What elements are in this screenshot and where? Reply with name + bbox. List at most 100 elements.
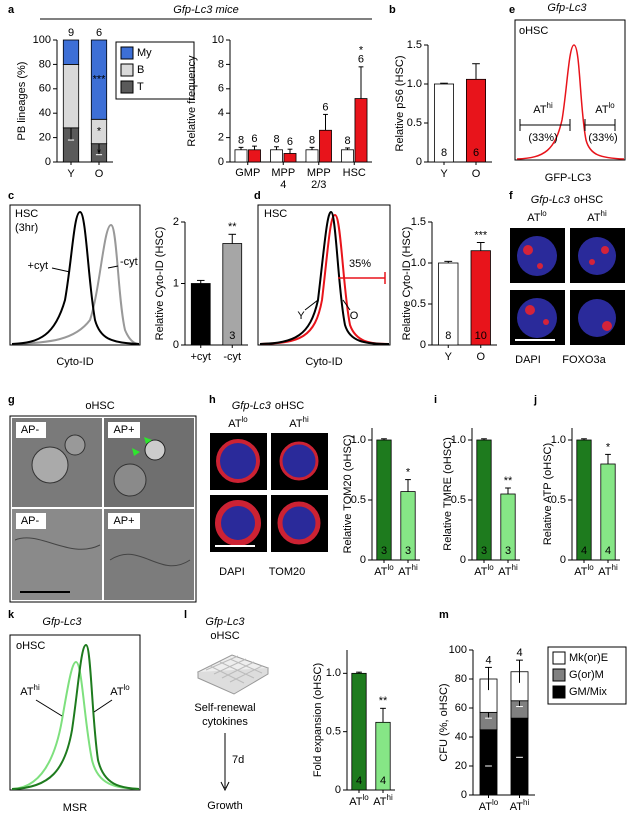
y-tick-label: 4 [218, 107, 224, 119]
x-tick-label: O [472, 168, 481, 180]
panel-letter: k [8, 609, 15, 621]
label: 7d [232, 754, 244, 766]
n-label: 6 [287, 136, 293, 148]
x-tick-label: ATlo [574, 563, 594, 578]
label: AP+ [113, 515, 134, 527]
label: AThi [587, 209, 607, 224]
significance: * [359, 45, 364, 57]
significance: * [606, 441, 611, 453]
legend-label: B [137, 64, 144, 76]
label-base: AT [587, 212, 601, 224]
bar-segment [62, 39, 80, 65]
x-tick-label: 2/3 [311, 179, 326, 191]
label: Gfp-Lc3 oHSC [232, 400, 305, 412]
label: ATlo [595, 101, 615, 116]
y-axis-label: Relative Cyto-ID (HSC) [154, 227, 166, 341]
culture-schematic [196, 654, 270, 792]
label-sup: lo [492, 798, 499, 807]
bar [319, 129, 332, 163]
label: Gfp-Lc3 mice [173, 4, 238, 16]
n-label: 8 [238, 134, 244, 146]
y-tick-label: 0.5 [407, 117, 422, 129]
label-base: AT [595, 104, 609, 116]
bar-segment [90, 39, 108, 120]
x-tick-label: GMP [235, 167, 260, 179]
y-tick-label: 0 [460, 554, 466, 566]
label: DAPI [515, 354, 541, 366]
legend-swatch [552, 651, 566, 665]
flow-plot [514, 19, 626, 161]
label-base: AT [527, 212, 541, 224]
x-tick-label: AThi [373, 793, 393, 808]
label-italic: Gfp-Lc3 [531, 194, 571, 206]
panel-letter: j [533, 394, 537, 406]
n-label: 3 [405, 545, 411, 557]
label-sup: lo [363, 793, 370, 802]
label: Gfp-Lc3 [205, 616, 245, 628]
n-label: 6 [473, 147, 479, 159]
label-sup: lo [541, 209, 548, 218]
significance: * [406, 467, 411, 479]
panel-letter: m [439, 609, 449, 621]
x-tick-label: -cyt [223, 351, 241, 363]
significance: *** [93, 74, 107, 86]
n-label: 4 [485, 654, 491, 666]
label: AP- [21, 424, 40, 436]
y-tick-label: 1.0 [451, 434, 466, 446]
label: ATlo [228, 415, 248, 430]
x-tick-label: ATlo [374, 563, 394, 578]
x-tick-label: AThi [510, 798, 530, 813]
label-italic: Gfp-Lc3 [232, 400, 272, 412]
label-base: AT [510, 801, 524, 813]
legend-swatch [120, 63, 134, 77]
y-tick-label: 0 [173, 339, 179, 351]
label: DAPI [219, 566, 245, 578]
y-axis-label: Relative ATP (oHSC) [542, 443, 554, 545]
label: AP- [21, 515, 40, 527]
x-tick-label: O [95, 168, 104, 180]
significance: * [97, 147, 102, 159]
y-tick-label: 0 [360, 554, 366, 566]
bar-segment [62, 64, 80, 129]
n-label: 9 [68, 27, 74, 39]
n-label: 8 [309, 134, 315, 146]
y-tick-label: 1.0 [326, 667, 341, 679]
label-base: AT [373, 796, 387, 808]
x-tick-label: Y [67, 168, 75, 180]
y-tick-label: 0.5 [551, 494, 566, 506]
panel-letter: f [509, 190, 513, 202]
label: AThi [20, 683, 40, 698]
label-sup: hi [34, 683, 40, 692]
y-tick-label: 0.5 [326, 726, 341, 738]
y-tick-label: 0 [45, 156, 51, 168]
y-tick-label: 1.0 [351, 434, 366, 446]
y-tick-label: 40 [39, 107, 51, 119]
panel-letter: c [8, 190, 14, 202]
label: cytokines [202, 716, 248, 728]
y-tick-label: 2 [173, 216, 179, 228]
y-tick-label: 60 [39, 83, 51, 95]
legend-swatch [552, 685, 566, 699]
x-tick-label: MPP [307, 167, 331, 179]
bar [376, 439, 392, 561]
y-tick-label: 2 [218, 132, 224, 144]
label: AThi [533, 101, 553, 116]
y-tick-label: 20 [455, 760, 467, 772]
y-tick-label: 0 [420, 339, 426, 351]
label-base: AT [474, 566, 488, 578]
label: 35% [349, 258, 371, 270]
y-tick-label: 40 [455, 731, 467, 743]
bar [305, 149, 319, 163]
label: Growth [207, 800, 242, 812]
x-tick-label: AThi [498, 563, 518, 578]
y-tick-label: 0 [218, 156, 224, 168]
legend-label: G(or)M [569, 669, 604, 681]
x-tick-label: HSC [343, 167, 366, 179]
flow-plot [9, 204, 141, 346]
y-tick-label: 1.5 [407, 39, 422, 51]
n-label: 3 [481, 545, 487, 557]
x-tick-label: AThi [398, 563, 418, 578]
label-base: AT [574, 566, 588, 578]
n-label: 3 [229, 330, 235, 342]
label-base: AT [479, 801, 493, 813]
